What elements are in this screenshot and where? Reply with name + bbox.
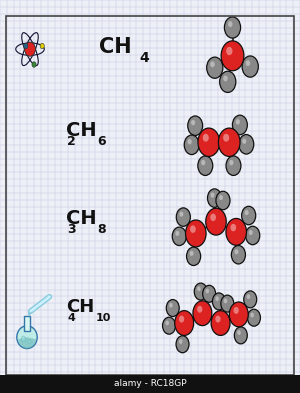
Circle shape bbox=[234, 327, 247, 344]
Circle shape bbox=[230, 224, 236, 231]
Circle shape bbox=[197, 286, 201, 291]
Circle shape bbox=[228, 21, 232, 27]
Circle shape bbox=[224, 17, 241, 38]
Circle shape bbox=[188, 116, 203, 136]
Circle shape bbox=[220, 71, 236, 92]
Circle shape bbox=[190, 225, 196, 233]
Text: 4: 4 bbox=[140, 51, 149, 65]
Circle shape bbox=[247, 294, 250, 299]
Circle shape bbox=[226, 219, 247, 245]
Circle shape bbox=[179, 211, 183, 217]
FancyBboxPatch shape bbox=[0, 375, 300, 393]
Circle shape bbox=[232, 115, 247, 135]
Circle shape bbox=[231, 246, 245, 264]
Circle shape bbox=[179, 339, 182, 344]
Circle shape bbox=[208, 189, 222, 208]
Circle shape bbox=[179, 316, 184, 323]
Circle shape bbox=[28, 340, 31, 344]
Circle shape bbox=[206, 208, 226, 235]
Text: CH: CH bbox=[99, 37, 132, 57]
Text: CH: CH bbox=[66, 209, 97, 228]
Circle shape bbox=[242, 138, 246, 144]
Circle shape bbox=[188, 139, 192, 144]
Circle shape bbox=[176, 208, 190, 226]
Polygon shape bbox=[24, 316, 30, 331]
Circle shape bbox=[24, 43, 28, 49]
Circle shape bbox=[215, 296, 219, 301]
Circle shape bbox=[211, 193, 214, 198]
Circle shape bbox=[203, 134, 209, 142]
Circle shape bbox=[194, 283, 207, 300]
Circle shape bbox=[190, 251, 194, 256]
Circle shape bbox=[221, 41, 244, 71]
Circle shape bbox=[166, 299, 179, 316]
Circle shape bbox=[212, 293, 225, 310]
Circle shape bbox=[235, 249, 239, 254]
Circle shape bbox=[21, 336, 26, 342]
Circle shape bbox=[163, 317, 176, 334]
Circle shape bbox=[211, 310, 230, 336]
Circle shape bbox=[197, 306, 203, 313]
Circle shape bbox=[191, 120, 195, 125]
Text: 4: 4 bbox=[68, 314, 75, 323]
Circle shape bbox=[185, 220, 206, 247]
Text: CH: CH bbox=[66, 121, 97, 140]
Circle shape bbox=[221, 295, 234, 312]
Circle shape bbox=[198, 128, 220, 156]
Circle shape bbox=[223, 134, 229, 142]
Circle shape bbox=[28, 312, 31, 316]
Text: 10: 10 bbox=[95, 314, 111, 323]
Circle shape bbox=[246, 60, 250, 66]
Circle shape bbox=[219, 195, 223, 200]
Circle shape bbox=[226, 47, 232, 55]
Circle shape bbox=[249, 230, 253, 235]
Circle shape bbox=[25, 42, 35, 56]
Circle shape bbox=[184, 135, 199, 154]
Circle shape bbox=[233, 307, 239, 314]
Circle shape bbox=[229, 302, 248, 327]
Circle shape bbox=[250, 312, 254, 318]
Circle shape bbox=[226, 156, 241, 175]
Circle shape bbox=[224, 299, 227, 303]
Circle shape bbox=[176, 336, 189, 353]
Circle shape bbox=[169, 303, 173, 308]
Circle shape bbox=[236, 119, 240, 125]
Circle shape bbox=[175, 231, 179, 236]
Circle shape bbox=[242, 206, 256, 225]
Circle shape bbox=[172, 227, 186, 246]
Circle shape bbox=[223, 75, 228, 81]
Circle shape bbox=[215, 316, 220, 323]
Circle shape bbox=[218, 128, 240, 156]
Circle shape bbox=[210, 213, 216, 221]
Text: alamy - RC18GP: alamy - RC18GP bbox=[114, 380, 186, 388]
Circle shape bbox=[248, 309, 260, 326]
Circle shape bbox=[175, 310, 194, 336]
Circle shape bbox=[210, 61, 215, 67]
Text: 2: 2 bbox=[68, 136, 76, 149]
Circle shape bbox=[244, 291, 257, 308]
Text: 8: 8 bbox=[98, 224, 106, 237]
Circle shape bbox=[198, 156, 213, 175]
Circle shape bbox=[32, 62, 36, 67]
Circle shape bbox=[207, 57, 223, 78]
Circle shape bbox=[237, 330, 241, 335]
Circle shape bbox=[203, 285, 216, 302]
Circle shape bbox=[242, 56, 258, 77]
Circle shape bbox=[193, 301, 212, 326]
Circle shape bbox=[206, 289, 209, 294]
Circle shape bbox=[216, 191, 230, 210]
Text: CH: CH bbox=[66, 298, 94, 316]
Ellipse shape bbox=[17, 326, 37, 349]
Text: 6: 6 bbox=[98, 136, 106, 149]
Circle shape bbox=[165, 321, 169, 325]
Wedge shape bbox=[18, 337, 36, 349]
Circle shape bbox=[229, 160, 233, 165]
Circle shape bbox=[245, 210, 249, 215]
Circle shape bbox=[40, 43, 44, 49]
Text: 3: 3 bbox=[68, 224, 76, 237]
Circle shape bbox=[246, 226, 260, 245]
Circle shape bbox=[187, 247, 201, 266]
Circle shape bbox=[239, 134, 254, 154]
Circle shape bbox=[201, 160, 205, 165]
